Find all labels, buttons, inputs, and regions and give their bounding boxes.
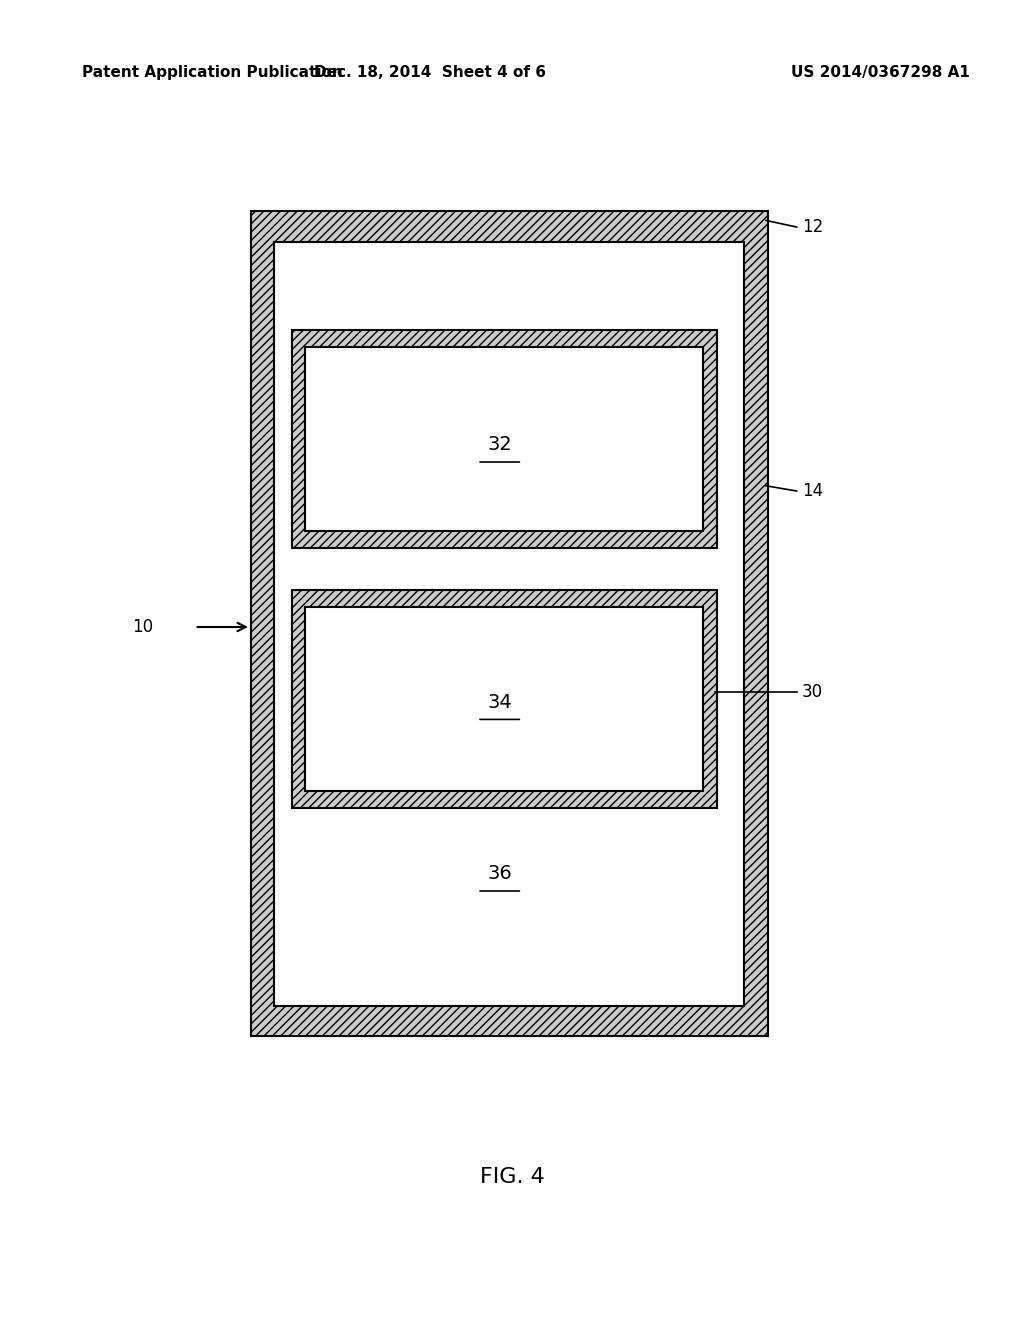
Text: Patent Application Publication: Patent Application Publication [82, 65, 343, 81]
Bar [274, 242, 744, 1006]
Bar [292, 330, 717, 548]
Bar [305, 607, 703, 791]
Bar [305, 347, 703, 531]
Text: Dec. 18, 2014  Sheet 4 of 6: Dec. 18, 2014 Sheet 4 of 6 [314, 65, 546, 81]
Bar [292, 330, 717, 548]
Text: 14: 14 [802, 482, 823, 500]
Text: 36: 36 [487, 865, 512, 883]
Text: 32: 32 [487, 436, 512, 454]
Text: 10: 10 [132, 618, 154, 636]
Text: US 2014/0367298 A1: US 2014/0367298 A1 [792, 65, 970, 81]
Bar [292, 590, 717, 808]
Text: 34: 34 [487, 693, 512, 711]
Text: 30: 30 [802, 682, 823, 701]
Bar [251, 211, 768, 1036]
Text: 12: 12 [802, 218, 823, 236]
Bar [292, 590, 717, 808]
Text: FIG. 4: FIG. 4 [479, 1167, 545, 1188]
Bar [251, 211, 768, 1036]
